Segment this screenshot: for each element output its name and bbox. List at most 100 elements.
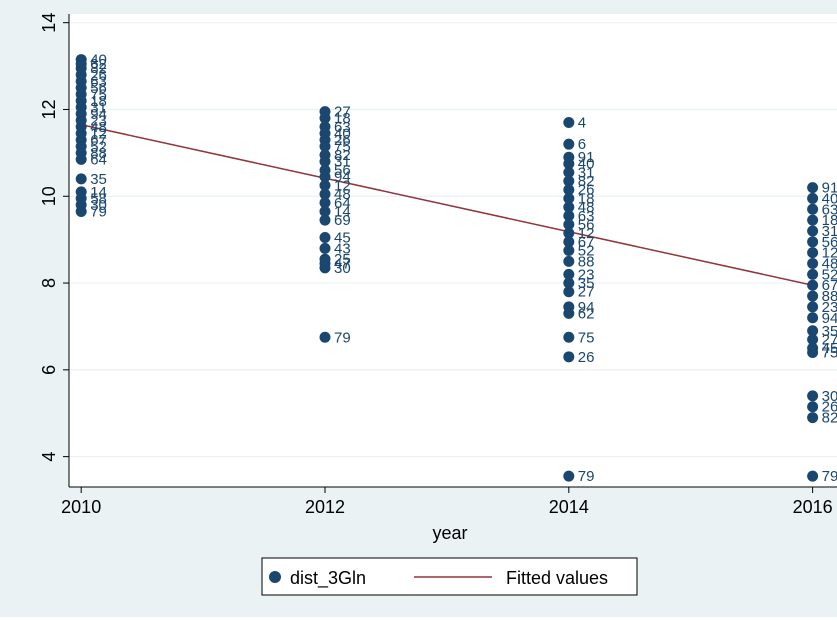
data-point-label-20: 30 <box>90 197 107 214</box>
data-point-60 <box>563 286 575 298</box>
data-point-label-61: 94 <box>578 299 595 316</box>
data-point-62 <box>563 307 575 319</box>
data-point-label-57: 88 <box>578 253 595 270</box>
data-point-48 <box>563 175 575 187</box>
data-point-label-74: 52 <box>822 266 837 283</box>
data-point-label-34: 64 <box>334 195 351 212</box>
data-point-label-25: 40 <box>334 125 351 142</box>
legend: dist_3Gln Fitted values <box>261 557 638 596</box>
x-tick-label-2010: 2010 <box>61 497 101 517</box>
data-point-38 <box>319 242 331 254</box>
data-point-label-48: 82 <box>578 173 595 190</box>
data-point-label-55: 67 <box>578 234 595 251</box>
data-point-label-75: 67 <box>822 277 837 294</box>
data-point-76 <box>807 290 819 302</box>
data-point-57 <box>563 255 575 267</box>
data-point-label-14: 52 <box>90 138 107 155</box>
data-point-label-76: 88 <box>822 288 837 305</box>
data-point-67 <box>807 192 819 204</box>
data-point-label-58: 23 <box>578 266 595 283</box>
data-point-label-69: 18 <box>822 212 837 229</box>
data-point-36 <box>319 214 331 226</box>
data-point-44 <box>563 138 575 150</box>
data-point-label-32: 12 <box>334 177 351 194</box>
data-point-label-5: 56 <box>90 80 107 97</box>
data-point-label-1: 62 <box>90 56 107 73</box>
x-axis: 2010 2012 2014 2016 <box>61 486 837 517</box>
data-point-49 <box>563 184 575 196</box>
data-point-79 <box>807 325 819 337</box>
data-point-54 <box>563 227 575 239</box>
data-point-label-82: 75 <box>822 344 837 361</box>
data-point-label-13: 67 <box>90 132 107 149</box>
data-point-23 <box>319 112 331 124</box>
y-tick-label-4: 4 <box>39 452 59 462</box>
data-point-label-49: 26 <box>578 182 595 199</box>
data-point-label-51: 48 <box>578 199 595 216</box>
y-tick-label-6: 6 <box>39 365 59 375</box>
data-point-32 <box>319 179 331 191</box>
data-point-label-47: 31 <box>578 164 595 181</box>
data-point-label-38: 43 <box>334 240 351 257</box>
data-point-83 <box>807 390 819 402</box>
data-point-label-36: 69 <box>334 212 351 229</box>
legend-marker-dist-3gln <box>269 571 281 583</box>
data-point-84 <box>807 401 819 413</box>
data-point-label-54: 12 <box>578 225 595 242</box>
data-point-label-65: 79 <box>578 468 595 485</box>
data-point-label-41: 30 <box>334 260 351 277</box>
data-point-label-21: 79 <box>90 203 107 220</box>
data-point-56 <box>563 245 575 256</box>
y-tick-label-12: 12 <box>39 99 59 119</box>
x-tick-label-2016: 2016 <box>793 497 833 517</box>
data-point-label-31: 94 <box>334 169 351 186</box>
data-point-label-77: 23 <box>822 299 837 316</box>
data-point-label-80: 27 <box>822 331 837 348</box>
data-point-label-2: 82 <box>90 60 107 77</box>
data-point-66 <box>807 182 819 194</box>
data-point-label-23: 18 <box>334 110 351 127</box>
data-point-label-56: 52 <box>578 243 595 260</box>
data-point-53 <box>563 218 575 230</box>
data-point-label-8: 31 <box>90 99 107 116</box>
data-point-85 <box>807 412 819 424</box>
data-point-51 <box>563 201 575 213</box>
data-point-label-28: 82 <box>334 147 351 164</box>
data-point-label-81: 45 <box>822 340 837 357</box>
fitted-values-line <box>81 123 813 286</box>
data-point-label-71: 56 <box>822 234 837 251</box>
data-point-47 <box>563 166 575 178</box>
data-point-label-62: 62 <box>578 305 595 322</box>
data-point-35 <box>319 205 331 217</box>
data-point-64 <box>563 351 575 363</box>
data-point-82 <box>807 346 819 358</box>
data-point-41 <box>319 262 331 274</box>
data-point-label-72: 12 <box>822 245 837 262</box>
data-point-label-50: 18 <box>578 190 595 207</box>
data-point-73 <box>807 258 819 270</box>
data-point-63 <box>563 331 575 343</box>
data-point-label-64: 26 <box>578 349 595 366</box>
data-point-label-84: 26 <box>822 399 837 416</box>
data-point-69 <box>807 214 819 226</box>
data-point-label-67: 40 <box>822 190 837 207</box>
data-point-68 <box>807 203 819 215</box>
data-point-27 <box>319 140 331 152</box>
data-point-77 <box>807 301 819 313</box>
y-tick-label-14: 14 <box>39 13 59 33</box>
data-point-label-40: 47 <box>334 256 351 273</box>
data-point-label-86: 79 <box>822 468 837 485</box>
data-point-label-73: 48 <box>822 256 837 273</box>
data-point-58 <box>563 268 575 280</box>
x-tick-label-2014: 2014 <box>549 497 589 517</box>
data-point-label-59: 35 <box>578 275 595 292</box>
data-point-label-42: 79 <box>334 329 351 346</box>
gridlines <box>69 22 837 458</box>
data-point-label-19: 58 <box>90 190 107 207</box>
data-point-label-10: 23 <box>90 112 107 129</box>
data-point-37 <box>319 231 331 243</box>
data-point-70 <box>807 225 819 237</box>
data-point-74 <box>807 268 819 280</box>
data-point-label-78: 94 <box>822 310 837 327</box>
